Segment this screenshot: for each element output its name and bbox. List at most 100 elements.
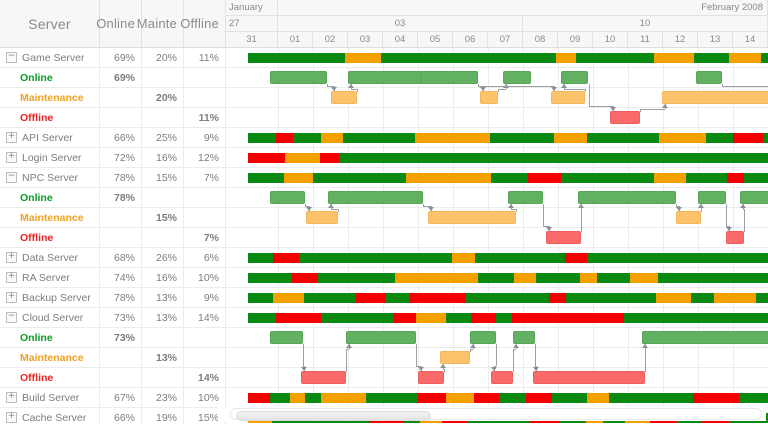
summary-segment-offline[interactable] [248,393,270,403]
task-bar-online[interactable] [561,71,588,84]
expand-icon[interactable]: + [6,131,17,143]
summary-segment-maintenance[interactable] [587,393,609,403]
task-bar-maintenance[interactable] [551,91,585,104]
summary-segment-maintenance[interactable] [415,133,490,143]
summary-segment-online[interactable] [744,173,768,183]
summary-segment-online[interactable] [366,393,418,403]
grid-header-maintenance[interactable]: Mainte [137,0,184,47]
summary-segment-offline[interactable] [474,393,499,403]
grid-group-row[interactable]: − Game Server 69% 20% 11% [0,48,226,68]
summary-segment-offline[interactable] [273,253,299,263]
summary-segment-maintenance[interactable] [654,173,686,183]
grid-detail-row[interactable]: Maintenance 13% [0,348,226,368]
task-bar-online[interactable] [346,331,416,344]
summary-segment-maintenance[interactable] [514,273,536,283]
summary-segment-maintenance[interactable] [321,393,366,403]
task-bar-offline[interactable] [533,371,645,384]
summary-segment-offline[interactable] [276,133,293,143]
task-bar-maintenance[interactable] [306,211,338,224]
summary-segment-online[interactable] [270,393,290,403]
summary-segment-maintenance[interactable] [446,393,474,403]
summary-segment-maintenance[interactable] [729,53,761,63]
summary-segment-online[interactable] [587,133,659,143]
summary-segment-online[interactable] [490,133,554,143]
expand-icon[interactable]: + [6,251,17,263]
grid-detail-row[interactable]: Online 73% [0,328,226,348]
summary-segment-online[interactable] [694,53,729,63]
summary-segment-maintenance[interactable] [656,293,691,303]
grid-group-row[interactable]: + Build Server 67% 23% 10% [0,388,226,408]
summary-segment-online[interactable] [381,53,556,63]
summary-segment-maintenance[interactable] [714,293,756,303]
summary-segment-maintenance[interactable] [284,173,313,183]
summary-segment-online[interactable] [609,393,693,403]
summary-segment-online[interactable] [686,173,727,183]
summary-segment-offline[interactable] [471,313,496,323]
horizontal-scrollbar[interactable] [226,407,766,421]
scrollbar-thumb[interactable] [236,411,431,421]
task-bar-online[interactable] [508,191,543,204]
summary-segment-online[interactable] [763,133,768,143]
summary-segment-online[interactable] [499,393,526,403]
collapse-icon[interactable]: − [6,171,17,183]
task-bar-online[interactable] [740,191,768,204]
task-bar-online[interactable] [503,71,531,84]
grid-group-row[interactable]: + RA Server 74% 16% 10% [0,268,226,288]
summary-segment-offline[interactable] [528,173,561,183]
grid-detail-row[interactable]: Offline 14% [0,368,226,388]
grid-group-row[interactable]: + API Server 66% 25% 9% [0,128,226,148]
task-bar-maintenance[interactable] [662,91,768,104]
summary-segment-offline[interactable] [410,293,466,303]
task-bar-maintenance[interactable] [676,211,701,224]
summary-segment-online[interactable] [321,313,394,323]
summary-segment-online[interactable] [386,293,410,303]
summary-segment-online[interactable] [339,153,768,163]
expand-icon[interactable]: + [6,151,17,163]
grid-header-name[interactable]: Server [0,0,100,47]
grid-group-row[interactable]: + Data Server 68% 26% 6% [0,248,226,268]
task-bar-online[interactable] [328,191,423,204]
summary-segment-online[interactable] [318,273,395,283]
summary-segment-maintenance[interactable] [630,273,658,283]
summary-segment-online[interactable] [248,273,292,283]
summary-segment-maintenance[interactable] [406,173,491,183]
grid-header-offline[interactable]: Offline [180,0,226,47]
expand-icon[interactable]: + [6,391,17,403]
collapse-icon[interactable]: − [6,51,17,63]
summary-segment-online[interactable] [706,133,733,143]
summary-segment-maintenance[interactable] [580,273,597,283]
task-bar-offline[interactable] [301,371,346,384]
summary-segment-online[interactable] [561,173,654,183]
summary-segment-maintenance[interactable] [452,253,475,263]
summary-segment-online[interactable] [304,293,356,303]
grid-detail-row[interactable]: Online 78% [0,188,226,208]
summary-segment-maintenance[interactable] [659,133,706,143]
task-bar-maintenance[interactable] [440,351,470,364]
grid-group-row[interactable]: − Cloud Server 73% 13% 14% [0,308,226,328]
task-bar-maintenance[interactable] [331,91,357,104]
summary-segment-offline[interactable] [418,393,446,403]
summary-segment-online[interactable] [496,313,512,323]
summary-segment-online[interactable] [491,173,528,183]
expand-icon[interactable]: + [6,411,17,423]
task-bar-offline[interactable] [546,231,581,244]
summary-segment-online[interactable] [691,293,714,303]
summary-segment-offline[interactable] [248,153,285,163]
summary-segment-online[interactable] [761,53,768,63]
timeline-body[interactable] [226,48,768,424]
summary-segment-offline[interactable] [292,273,318,283]
summary-segment-online[interactable] [624,313,768,323]
summary-segment-online[interactable] [305,393,321,403]
summary-segment-online[interactable] [248,173,284,183]
summary-segment-online[interactable] [597,273,630,283]
summary-segment-online[interactable] [248,313,276,323]
summary-segment-maintenance[interactable] [345,53,381,63]
task-bar-online[interactable] [513,331,535,344]
summary-segment-maintenance[interactable] [395,273,478,283]
summary-segment-offline[interactable] [276,313,321,323]
summary-segment-maintenance[interactable] [290,393,305,403]
summary-segment-online[interactable] [313,173,406,183]
summary-segment-online[interactable] [466,293,549,303]
grid-detail-row[interactable]: Maintenance 20% [0,88,226,108]
grid-group-row[interactable]: + Cache Server 66% 19% 15% [0,408,226,424]
